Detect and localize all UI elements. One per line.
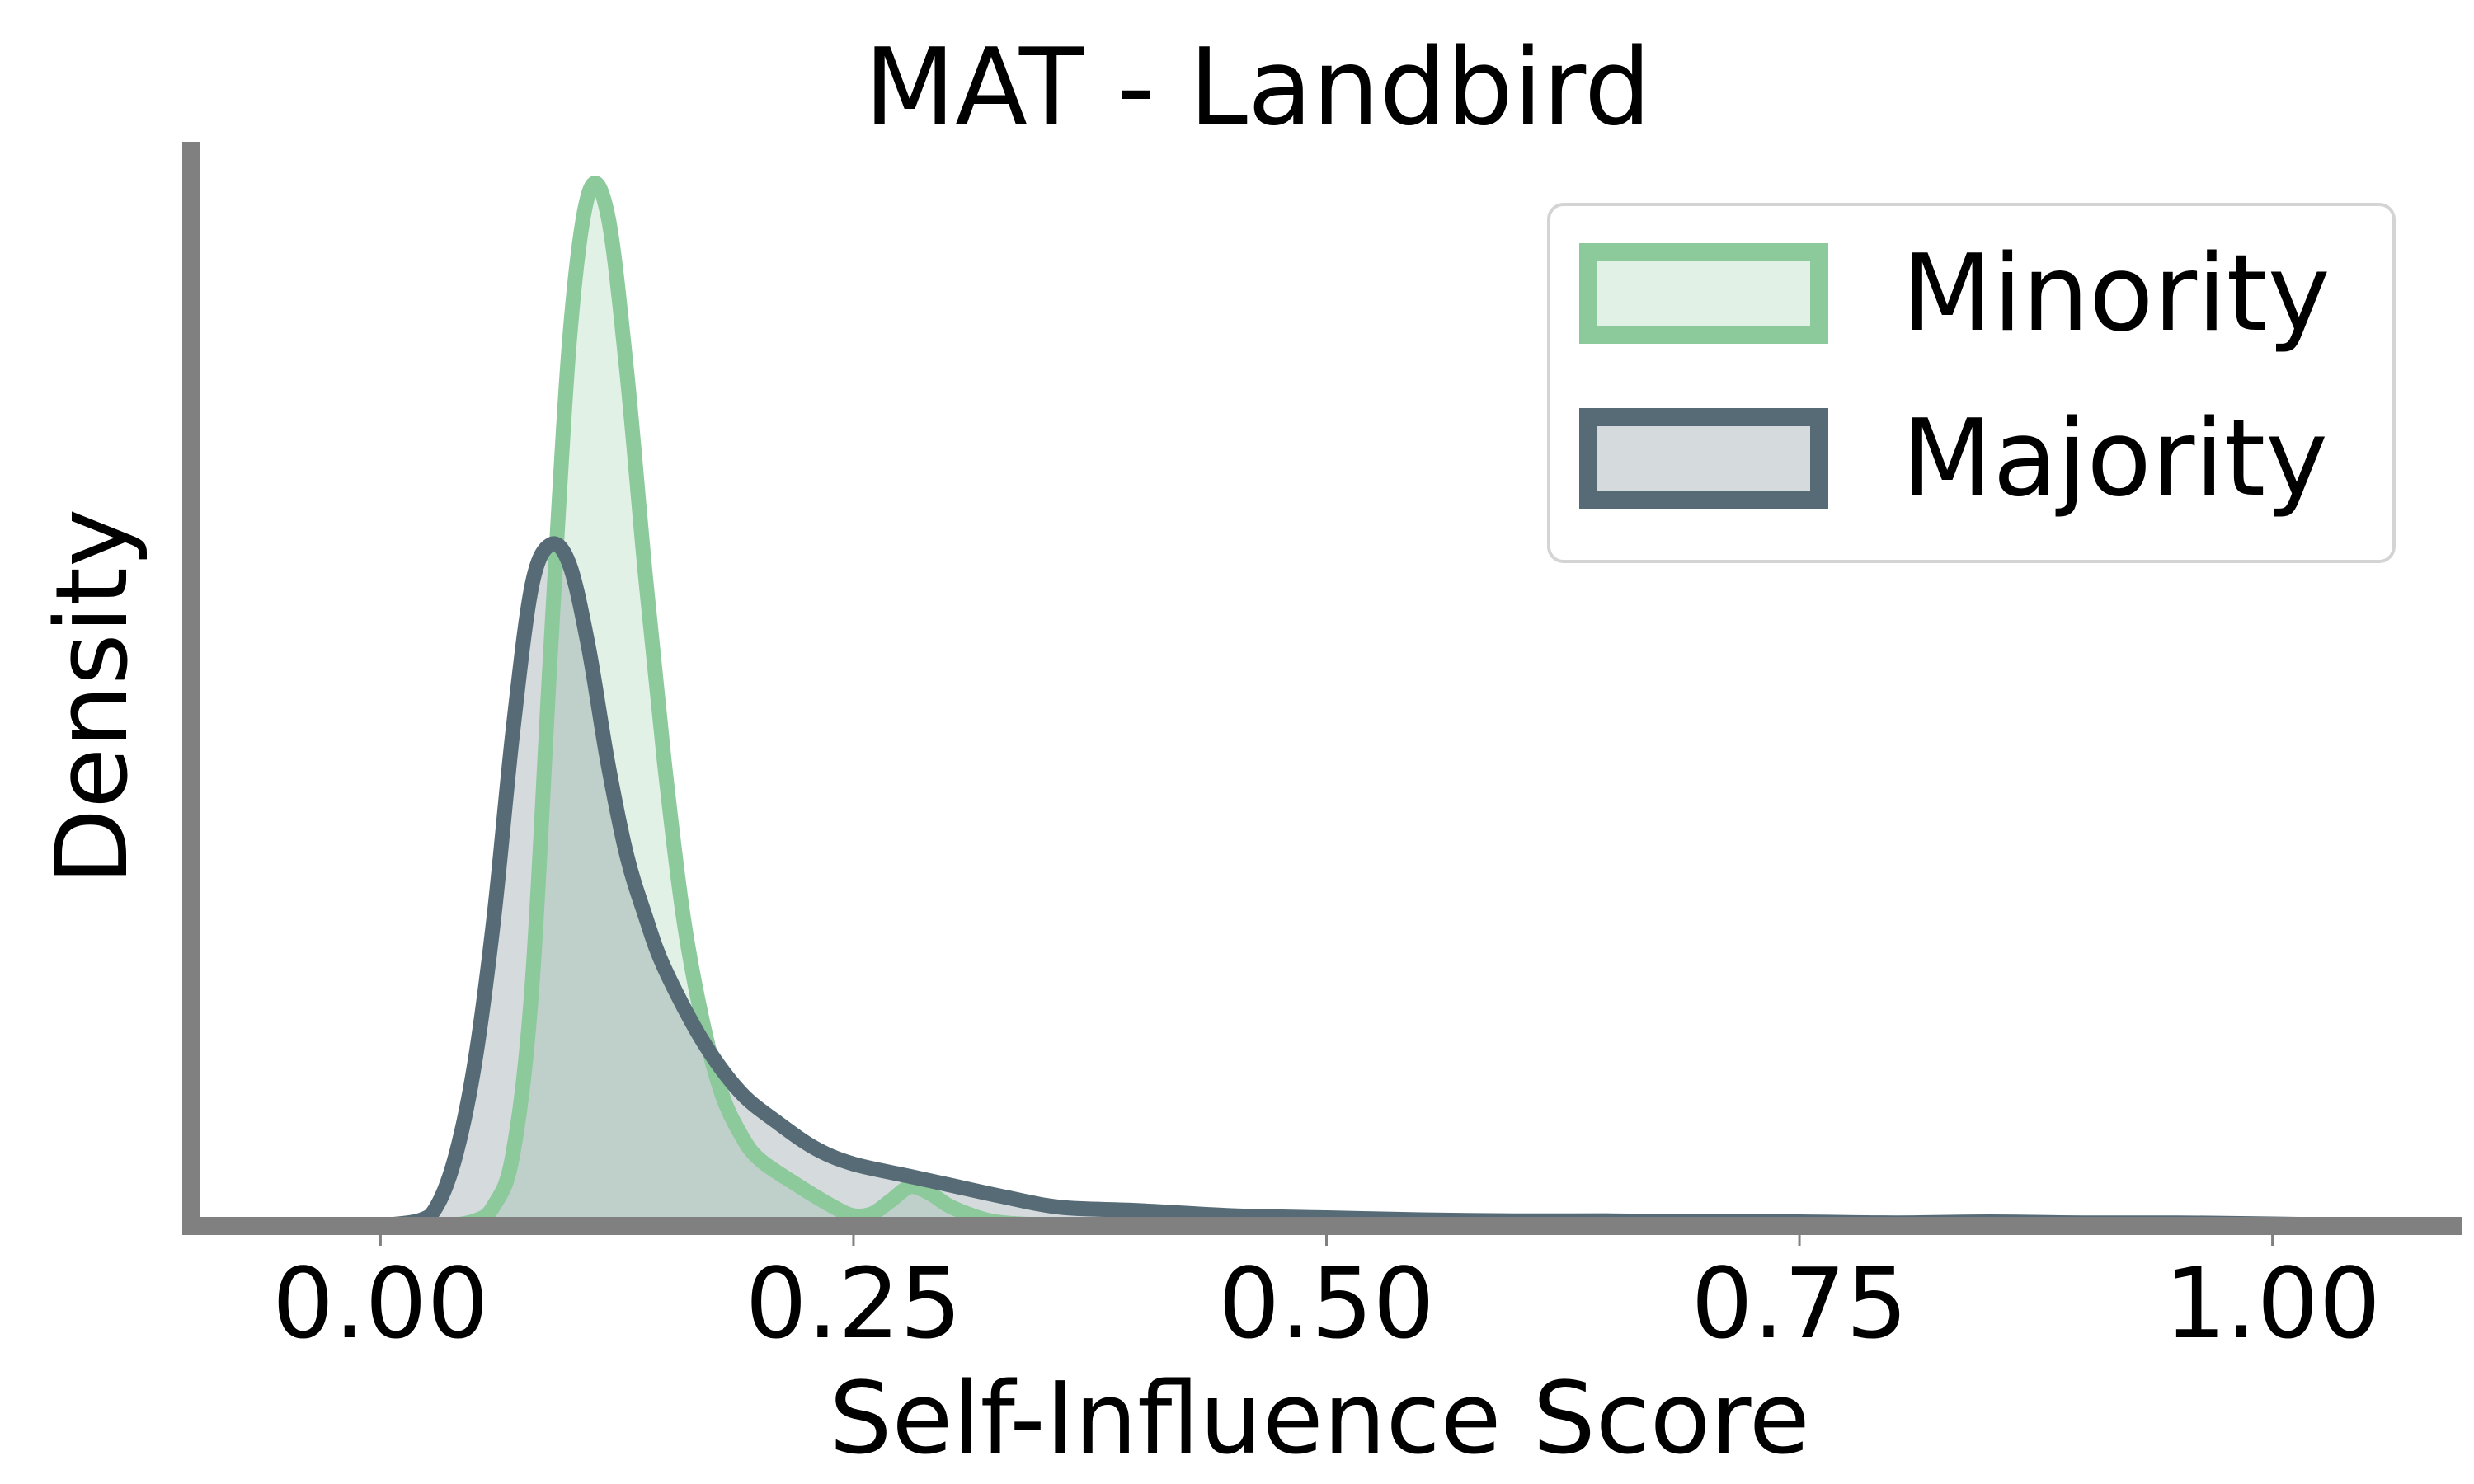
x-ticks: 0.00 0.25 0.50 0.75 1.00 [272,1235,2381,1360]
x-axis-label: Self-Influence Score [829,1362,1809,1477]
x-tick-label: 0.75 [1691,1247,1908,1360]
legend-label-minority: Minority [1902,232,2331,355]
y-axis-label: Density [35,509,150,885]
legend-swatch-minority [1579,243,1828,344]
legend-swatch-majority [1579,408,1828,509]
legend-label-majority: Majority [1902,397,2328,520]
x-tick-label: 0.00 [272,1247,489,1360]
legend: Minority Majority [1547,203,2396,563]
x-tick-label: 0.25 [745,1247,962,1360]
legend-frame [1547,203,2396,563]
x-tick-label: 1.00 [2164,1247,2381,1360]
density-line-minority [373,176,1145,1234]
density-area-majority [370,543,2387,1226]
x-tick-label: 0.50 [1218,1247,1435,1360]
chart-title: MAT - Landbird [864,26,1651,149]
